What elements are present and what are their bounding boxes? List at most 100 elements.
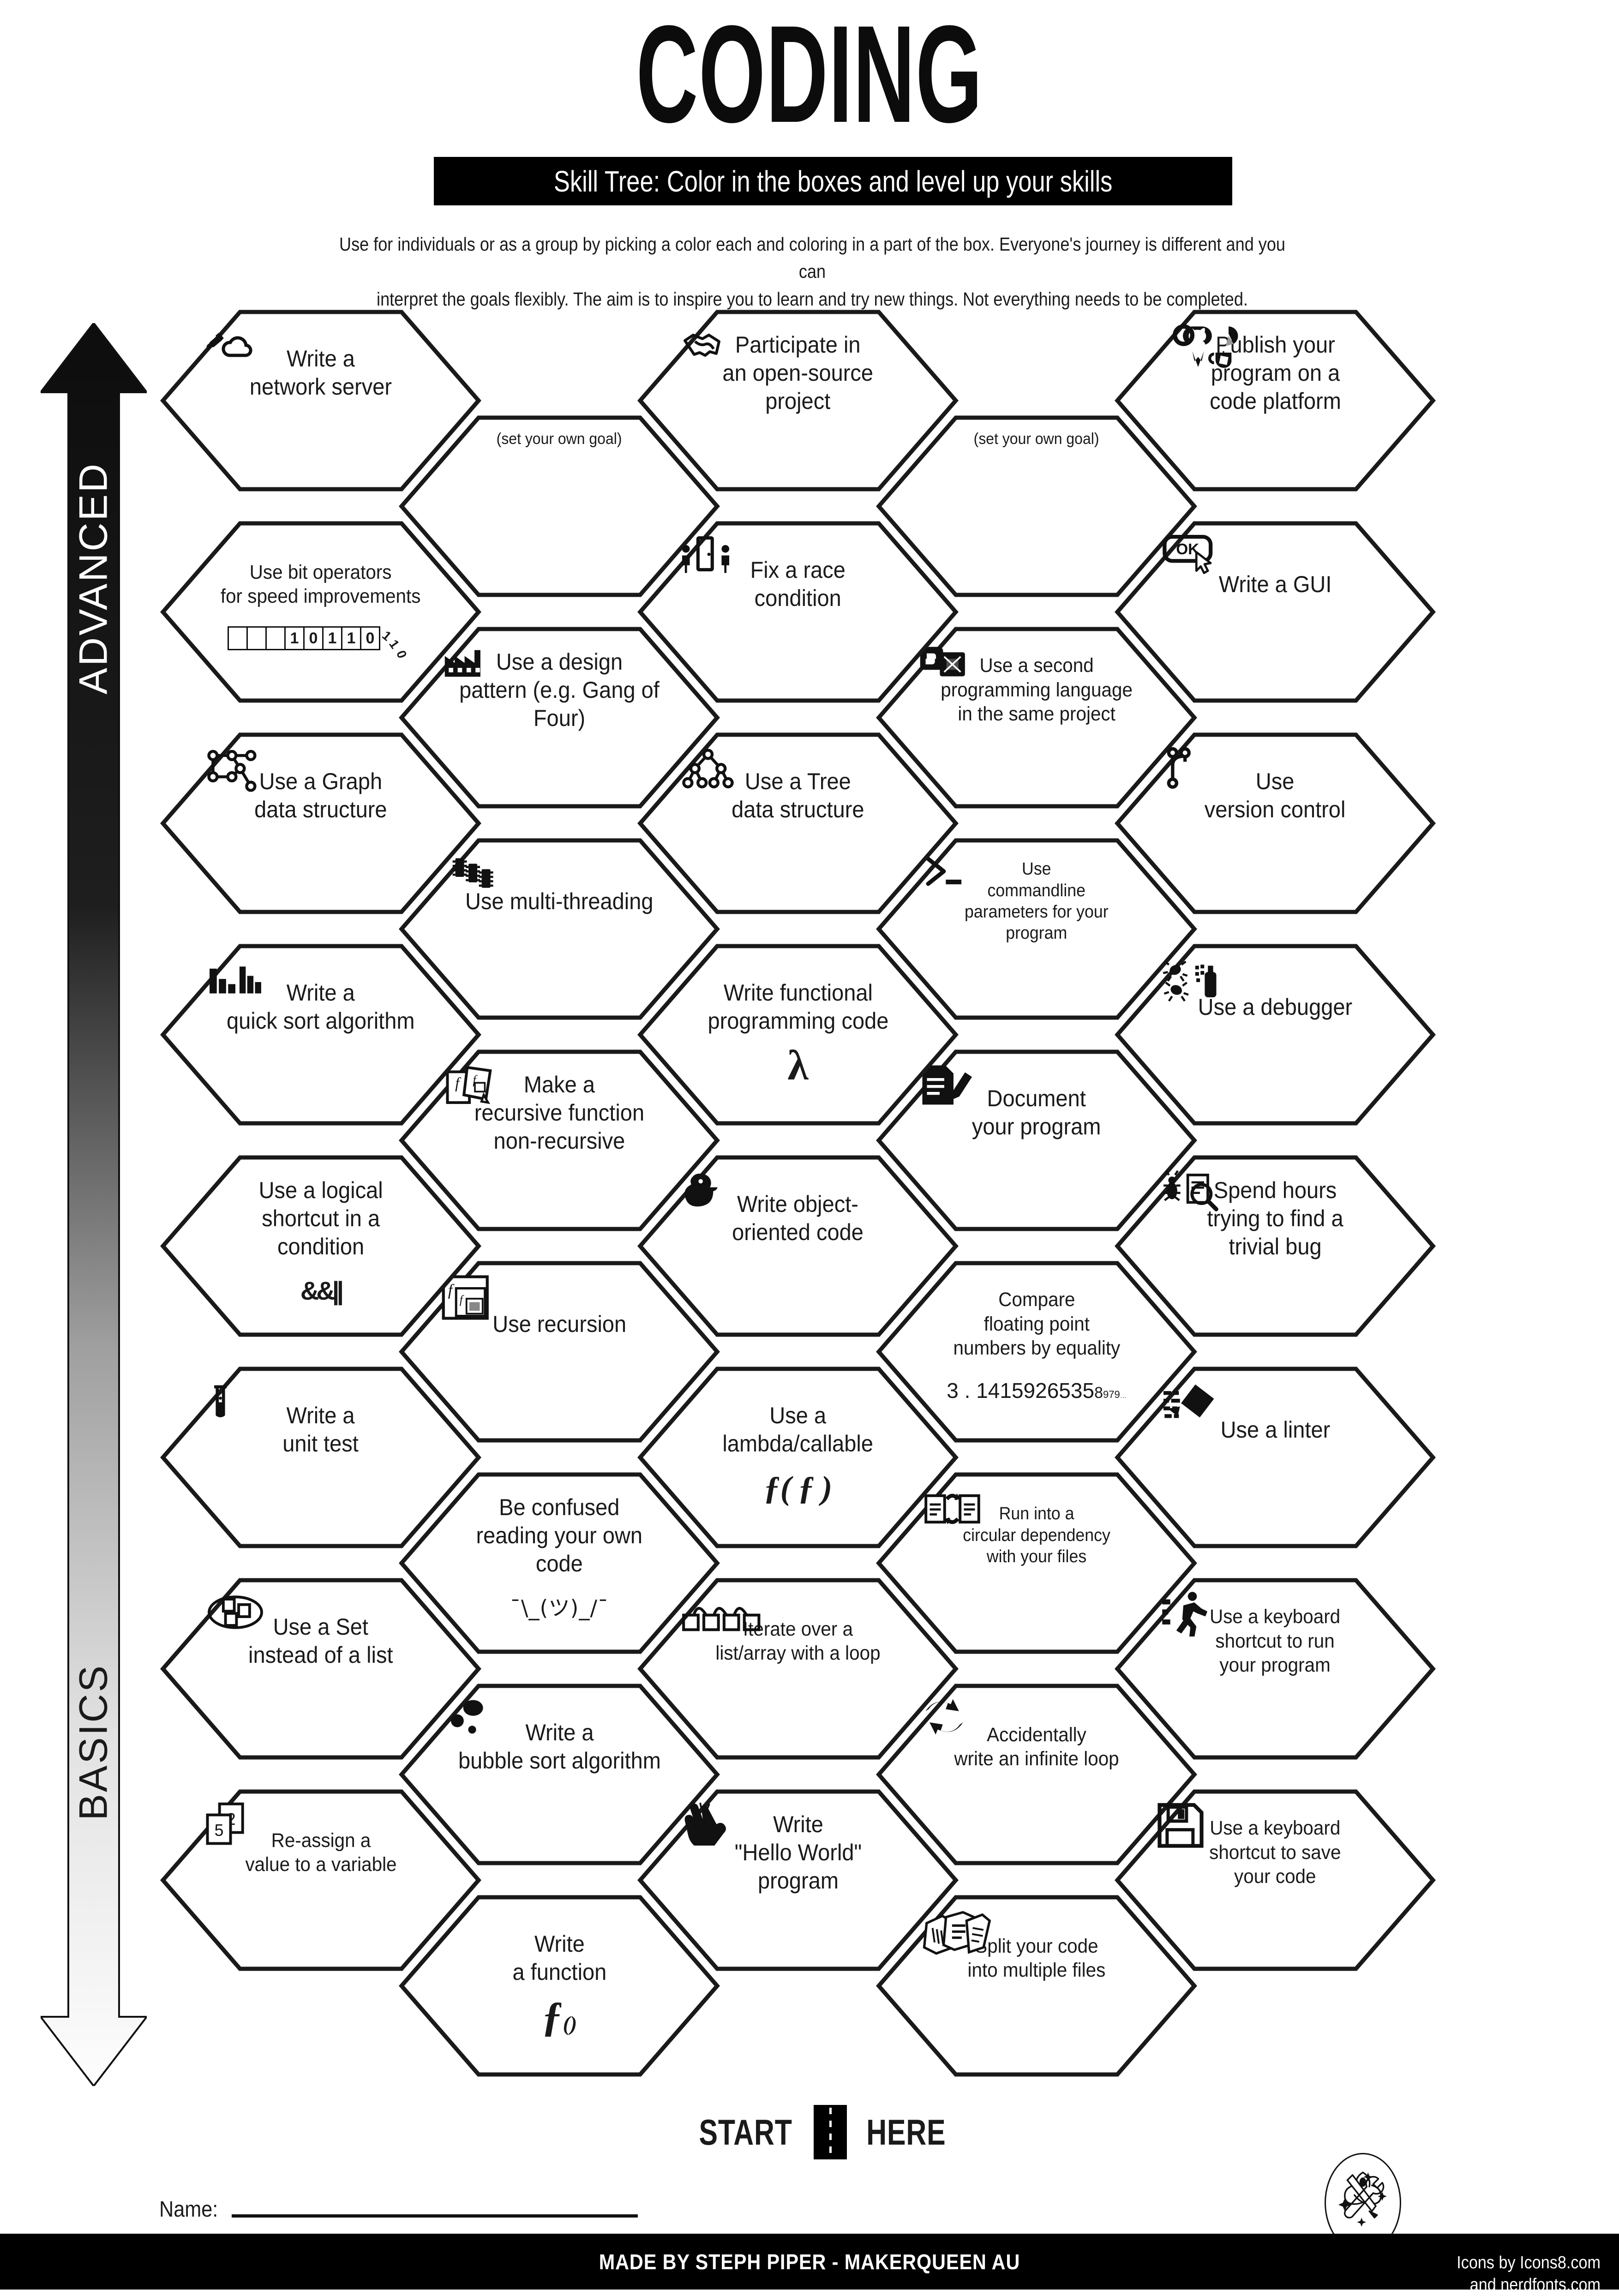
hex-label-line: Compare — [953, 1288, 1120, 1312]
hex-label-line: project — [723, 387, 874, 415]
f-of-f-glyph: ƒ( ƒ ) — [764, 1471, 833, 1505]
hex-label-line: programming code — [708, 1007, 888, 1035]
hex-label-line: your code — [1209, 1864, 1341, 1888]
icon-credit-line-2: and nerdfonts.com — [1368, 2274, 1601, 2296]
hex-use-debugger[interactable]: Use a debugger — [1114, 942, 1437, 1127]
hex-label-line: (set your own goal) — [974, 430, 1099, 449]
hex-label-line: instead of a list — [248, 1641, 393, 1669]
hex-label-line: Write object- — [732, 1190, 864, 1218]
hex-label-line: numbers by equality — [953, 1336, 1120, 1360]
hex-label-line: Use a Tree — [732, 767, 864, 796]
hex-label-line: floating point — [953, 1312, 1120, 1336]
hex-label-line: with your files — [963, 1546, 1110, 1567]
hex-label-line: network server — [250, 373, 392, 401]
hex-label-line: Use a logical — [258, 1176, 383, 1205]
hex-label-line: programming language — [941, 678, 1133, 702]
hex-label-line: Be confused — [476, 1493, 643, 1522]
and-or-operators: &&|| — [300, 1278, 341, 1304]
hex-label-line: Use a Graph — [254, 767, 387, 796]
shrug-kaomoji-icon: ¯\_(ツ)_/¯ — [510, 1583, 609, 1633]
hex-label-line: program — [734, 1867, 861, 1895]
hex-label: Write"Hello World"program — [734, 1810, 861, 1895]
hex-label-line: Use a keyboard — [1209, 1816, 1341, 1840]
hex-label-line: Use recursion — [492, 1310, 626, 1338]
f-parens-glyph: ƒ() — [542, 1995, 577, 2038]
hex-label-line: lambda/callable — [723, 1430, 874, 1458]
hex-content: Use a linter — [1155, 1379, 1395, 1536]
f-of-f-icon: ƒ( ƒ ) — [764, 1463, 833, 1513]
hex-label-line: commandline — [965, 880, 1109, 901]
hex-label-line: Use a keyboard — [1210, 1605, 1340, 1629]
hex-label-line: into multiple files — [968, 1958, 1106, 1982]
hex-label: (set your own goal) — [974, 430, 1099, 449]
hex-label-line: data structure — [254, 796, 387, 824]
lambda-icon: λ — [787, 1040, 808, 1091]
hex-label-line: Write a GUI — [1219, 570, 1332, 599]
hex-hello-world[interactable]: Write"Hello World"program — [636, 1788, 959, 1972]
hex-label-line: value to a variable — [245, 1852, 396, 1876]
name-label: Name: — [159, 2197, 218, 2222]
and-or-icon: &&|| — [300, 1265, 341, 1316]
name-input[interactable] — [232, 2214, 638, 2218]
hex-label-line: Use — [1205, 767, 1346, 796]
hex-object-oriented[interactable]: Write object-oriented code — [636, 1154, 959, 1338]
hex-label-line: code platform — [1210, 387, 1341, 415]
hex-label-line: oriented code — [732, 1218, 864, 1247]
hex-label-line: write an infinite loop — [954, 1747, 1119, 1771]
hex-use-linter[interactable]: Use a linter — [1114, 1365, 1437, 1550]
hex-label-line: your program — [1210, 1653, 1340, 1677]
hex-label-line: trivial bug — [1207, 1233, 1343, 1261]
